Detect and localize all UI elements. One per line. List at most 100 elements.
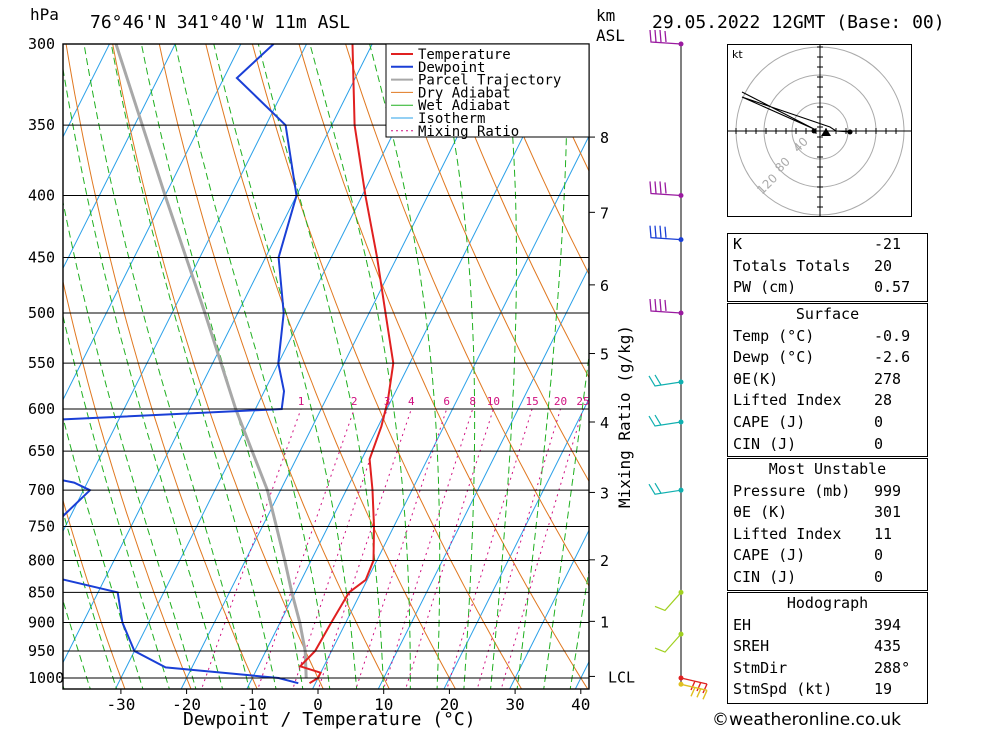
- pressure-tick-label: 550: [28, 354, 55, 372]
- pressure-tick-label: 750: [28, 518, 55, 536]
- row-label: Totals Totals: [733, 256, 851, 275]
- dry-adiabat-line: [391, 44, 589, 483]
- isotherm-line: [63, 44, 308, 533]
- station-location: 76°46'N 341°40'W 11m ASL: [90, 12, 350, 33]
- mixing-ratio-label: 25: [576, 395, 589, 408]
- pressure-tick-label: 900: [28, 614, 55, 632]
- row-label: Temp (°C): [733, 326, 815, 345]
- wind-barb: [649, 298, 684, 316]
- dry-adiabat-line: [251, 44, 523, 689]
- mixing-ratio-label: 4: [408, 395, 415, 408]
- credit-text: ©weatheronline.co.uk: [712, 710, 902, 730]
- wind-barb: [678, 675, 708, 694]
- x-tick-label: 0: [313, 695, 323, 714]
- row-label: StmDir: [733, 658, 788, 677]
- wet-adiabat-line: [110, 44, 277, 689]
- table-row: PW (cm) 0.57: [728, 277, 927, 299]
- x-tick-label: -30: [106, 695, 135, 714]
- mixing-ratio-label: 1: [298, 395, 305, 408]
- wind-barb: [649, 225, 684, 243]
- mixing-ratio-line: [317, 408, 412, 689]
- wind-barb: [649, 29, 684, 47]
- hodograph-unit: kt: [732, 48, 743, 61]
- x-tick-label: 30: [505, 695, 524, 714]
- pressure-tick-label: 600: [28, 400, 55, 418]
- wind-barb: [678, 681, 708, 700]
- isotherm-line: [63, 44, 111, 139]
- table-row: StmDir 288°: [728, 658, 927, 680]
- row-value: 301: [874, 503, 902, 522]
- wet-adiabat-line: [63, 598, 91, 689]
- wet-adiabat-line: [63, 415, 144, 689]
- km-tick-label: 4: [600, 414, 609, 432]
- mixing-ratio-line: [500, 408, 584, 689]
- legend-entry: Temperature: [418, 47, 511, 63]
- isobars: 300 350 400 450 500 550 600 650 700 750 800 850 900 9…: [28, 35, 589, 687]
- km-tick-label: 3: [600, 484, 609, 502]
- table-row: K -21: [728, 234, 927, 256]
- x-tick-label: -20: [172, 695, 201, 714]
- row-label: SREH: [733, 637, 770, 656]
- pressure-tick-label: 850: [28, 583, 55, 601]
- row-value: -0.9: [874, 326, 911, 345]
- row-label: Pressure (mb): [733, 481, 851, 500]
- chart-grid: [63, 44, 589, 689]
- wet-adiabat-line: [213, 44, 358, 689]
- mixing-ratio-label: 2: [351, 395, 358, 408]
- pressure-tick-label: 1000: [28, 669, 64, 687]
- pressure-tick-label: 350: [28, 116, 55, 134]
- wet-adiabat-line: [257, 44, 385, 689]
- mixing-ratio-label: 6: [443, 395, 450, 408]
- wind-barb: [648, 482, 684, 495]
- mixing-ratio-line: [292, 408, 388, 689]
- row-value: 394: [874, 615, 902, 634]
- wet-adiabat-line: [569, 566, 589, 689]
- isotherm-line: [377, 266, 589, 689]
- hodograph-ring-label: 40: [790, 134, 811, 155]
- mixing-ratio-line: [201, 408, 302, 689]
- row-value: 0.57: [874, 278, 911, 297]
- chart-axes: -30 -20 -10 0 10 20 30 40 8 7 6 5 4 3 2 1 LCL: [106, 129, 635, 714]
- mixing-ratio-label: 10: [487, 395, 500, 408]
- row-label: CIN (J): [733, 567, 797, 586]
- km-tick-label: 7: [600, 204, 609, 222]
- wet-adiabat-line: [174, 44, 331, 689]
- wet-adiabat-line: [309, 44, 411, 689]
- mixing-ratio-line: [355, 408, 448, 689]
- table-row: CAPE (J) 0: [728, 412, 927, 434]
- pressure-unit-label: hPa: [30, 5, 59, 24]
- asl-label: ASL: [596, 26, 625, 45]
- table-row: θE (K) 301: [728, 502, 927, 524]
- row-label: Dewp (°C): [733, 348, 815, 367]
- table-row: Lifted Index 11: [728, 524, 927, 546]
- surface-panel: Surface Temp (°C) -0.9 Dewp (°C) -2.6 θE(K) 27…: [727, 303, 928, 457]
- isotherm-line: [311, 134, 589, 689]
- x-tick-label: -10: [238, 695, 267, 714]
- wet-adiabat-line: [63, 313, 170, 689]
- pressure-tick-label: 650: [28, 442, 55, 460]
- pressure-tick-label: 950: [28, 642, 55, 660]
- row-value: 0: [874, 412, 884, 431]
- table-row: CIN (J) 0: [728, 567, 927, 589]
- mixing-ratio-line: [405, 408, 494, 689]
- panel-title: Surface: [795, 305, 860, 323]
- isotherm-line: [63, 44, 242, 401]
- pressure-tick-label: 300: [28, 35, 55, 53]
- hodograph-stats-panel: Hodograph EH 394 SREH 435 StmDir 288° StmSpd (k…: [727, 592, 928, 704]
- wet-adiabat-line: [516, 44, 568, 689]
- isotherm-line: [443, 397, 589, 689]
- legend-entry: Dewpoint: [418, 60, 485, 76]
- wet-adiabat-line: [140, 44, 304, 689]
- mixing-ratio-label: 8: [469, 395, 476, 408]
- dewpoint-line: [63, 44, 299, 685]
- hodograph-trace: [741, 91, 851, 133]
- row-label: PW (cm): [733, 278, 797, 297]
- table-row: Lifted Index 28: [728, 390, 927, 412]
- row-label: K: [733, 235, 743, 253]
- panel-title: Most Unstable: [768, 460, 887, 478]
- dry-adiabat-line: [298, 44, 589, 689]
- wind-barb: [648, 414, 684, 427]
- row-label: Lifted Index: [733, 391, 842, 410]
- pressure-tick-label: 400: [28, 186, 55, 204]
